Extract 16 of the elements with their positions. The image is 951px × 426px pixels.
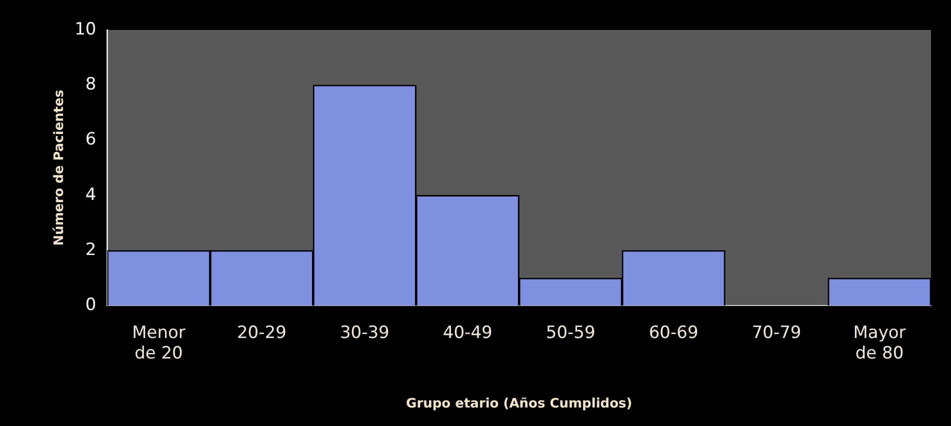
y-tick-label: 0: [85, 295, 96, 316]
x-axis-title: Grupo etario (Años Cumplidos): [406, 396, 632, 412]
x-tick-label: 20-29: [236, 323, 286, 344]
y-axis-title: Número de Pacientes: [52, 90, 68, 246]
x-tick-label: 50-59: [546, 323, 596, 344]
y-tick-label: 10: [74, 19, 96, 40]
x-tick-label: 70-79: [752, 323, 802, 344]
y-tick-label: 4: [85, 184, 96, 205]
x-tick-label: 30-39: [340, 323, 390, 344]
x-tick-label: 60-69: [648, 323, 698, 344]
y-tick-label: 8: [85, 74, 96, 95]
x-tick-label: 40-49: [442, 323, 492, 344]
x-tick-label: Mayor de 80: [853, 323, 906, 364]
x-tick-label: Menor de 20: [132, 323, 186, 364]
y-tick-label: 6: [85, 130, 96, 150]
y-tick-label: 2: [85, 240, 96, 260]
